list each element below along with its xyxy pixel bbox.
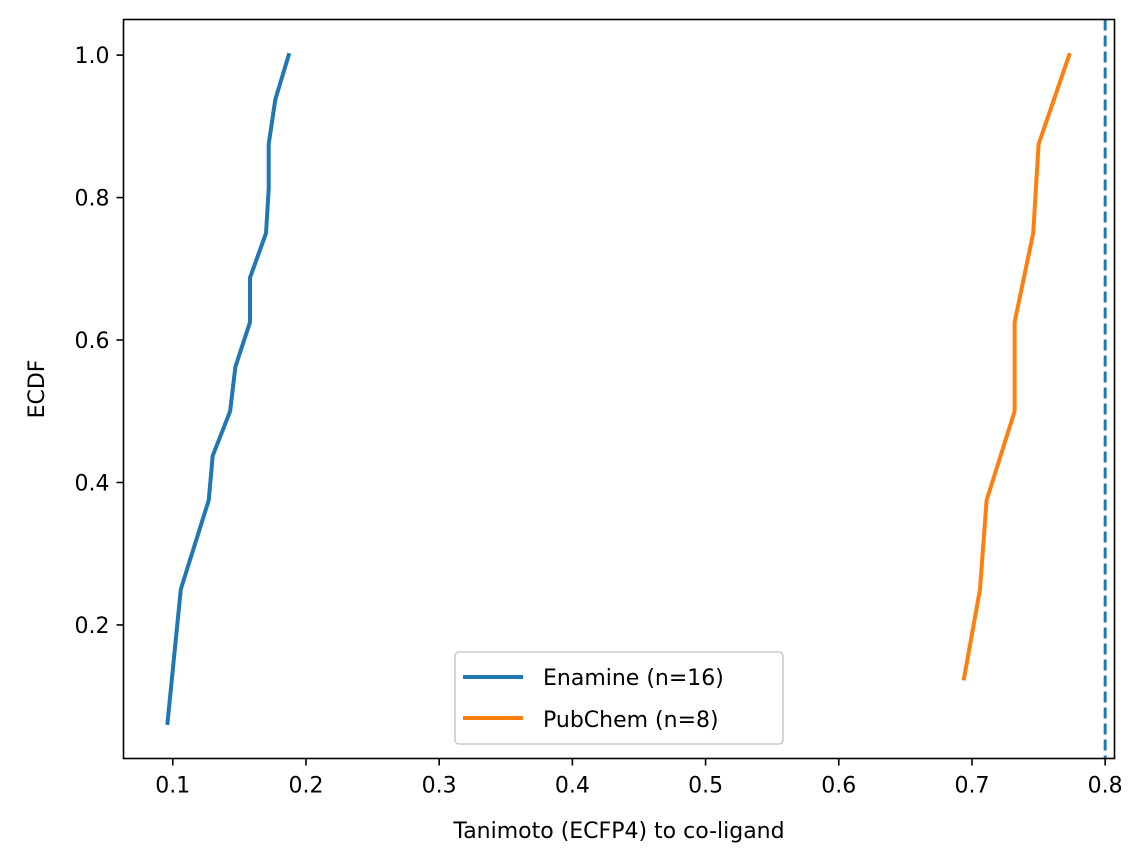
x-tick-label: 0.2 <box>288 774 323 799</box>
y-axis-ticks: 0.2 0.4 0.6 0.8 1.0 <box>75 44 124 639</box>
y-tick-label: 0.4 <box>75 471 110 496</box>
x-axis-label: Tanimoto (ECFP4) to co-ligand <box>452 819 784 844</box>
x-tick-label: 0.1 <box>155 774 190 799</box>
plot-frame <box>122 18 1116 760</box>
y-tick-label: 1.0 <box>75 44 110 69</box>
legend-label-pubchem: PubChem (n=8) <box>543 708 719 733</box>
y-tick-label: 0.6 <box>75 329 110 354</box>
legend-box <box>454 651 784 745</box>
legend: Enamine (n=16) PubChem (n=8) <box>454 651 784 745</box>
y-tick-label: 0.2 <box>75 614 110 639</box>
y-tick-label: 0.8 <box>75 187 110 212</box>
x-tick-label: 0.8 <box>1088 774 1123 799</box>
x-tick-label: 0.4 <box>555 774 590 799</box>
legend-label-enamine: Enamine (n=16) <box>543 666 724 691</box>
y-axis-label: ECDF <box>25 360 50 419</box>
x-tick-label: 0.3 <box>422 774 457 799</box>
x-tick-label: 0.5 <box>688 774 723 799</box>
plot-marks <box>165 19 1107 759</box>
series-line-pubchem <box>961 52 1072 681</box>
x-tick-label: 0.6 <box>821 774 856 799</box>
series-line-enamine <box>165 52 292 726</box>
x-axis-ticks: 0.1 0.2 0.3 0.4 0.5 0.6 0.7 0.8 <box>155 758 1123 799</box>
x-tick-label: 0.7 <box>954 774 989 799</box>
